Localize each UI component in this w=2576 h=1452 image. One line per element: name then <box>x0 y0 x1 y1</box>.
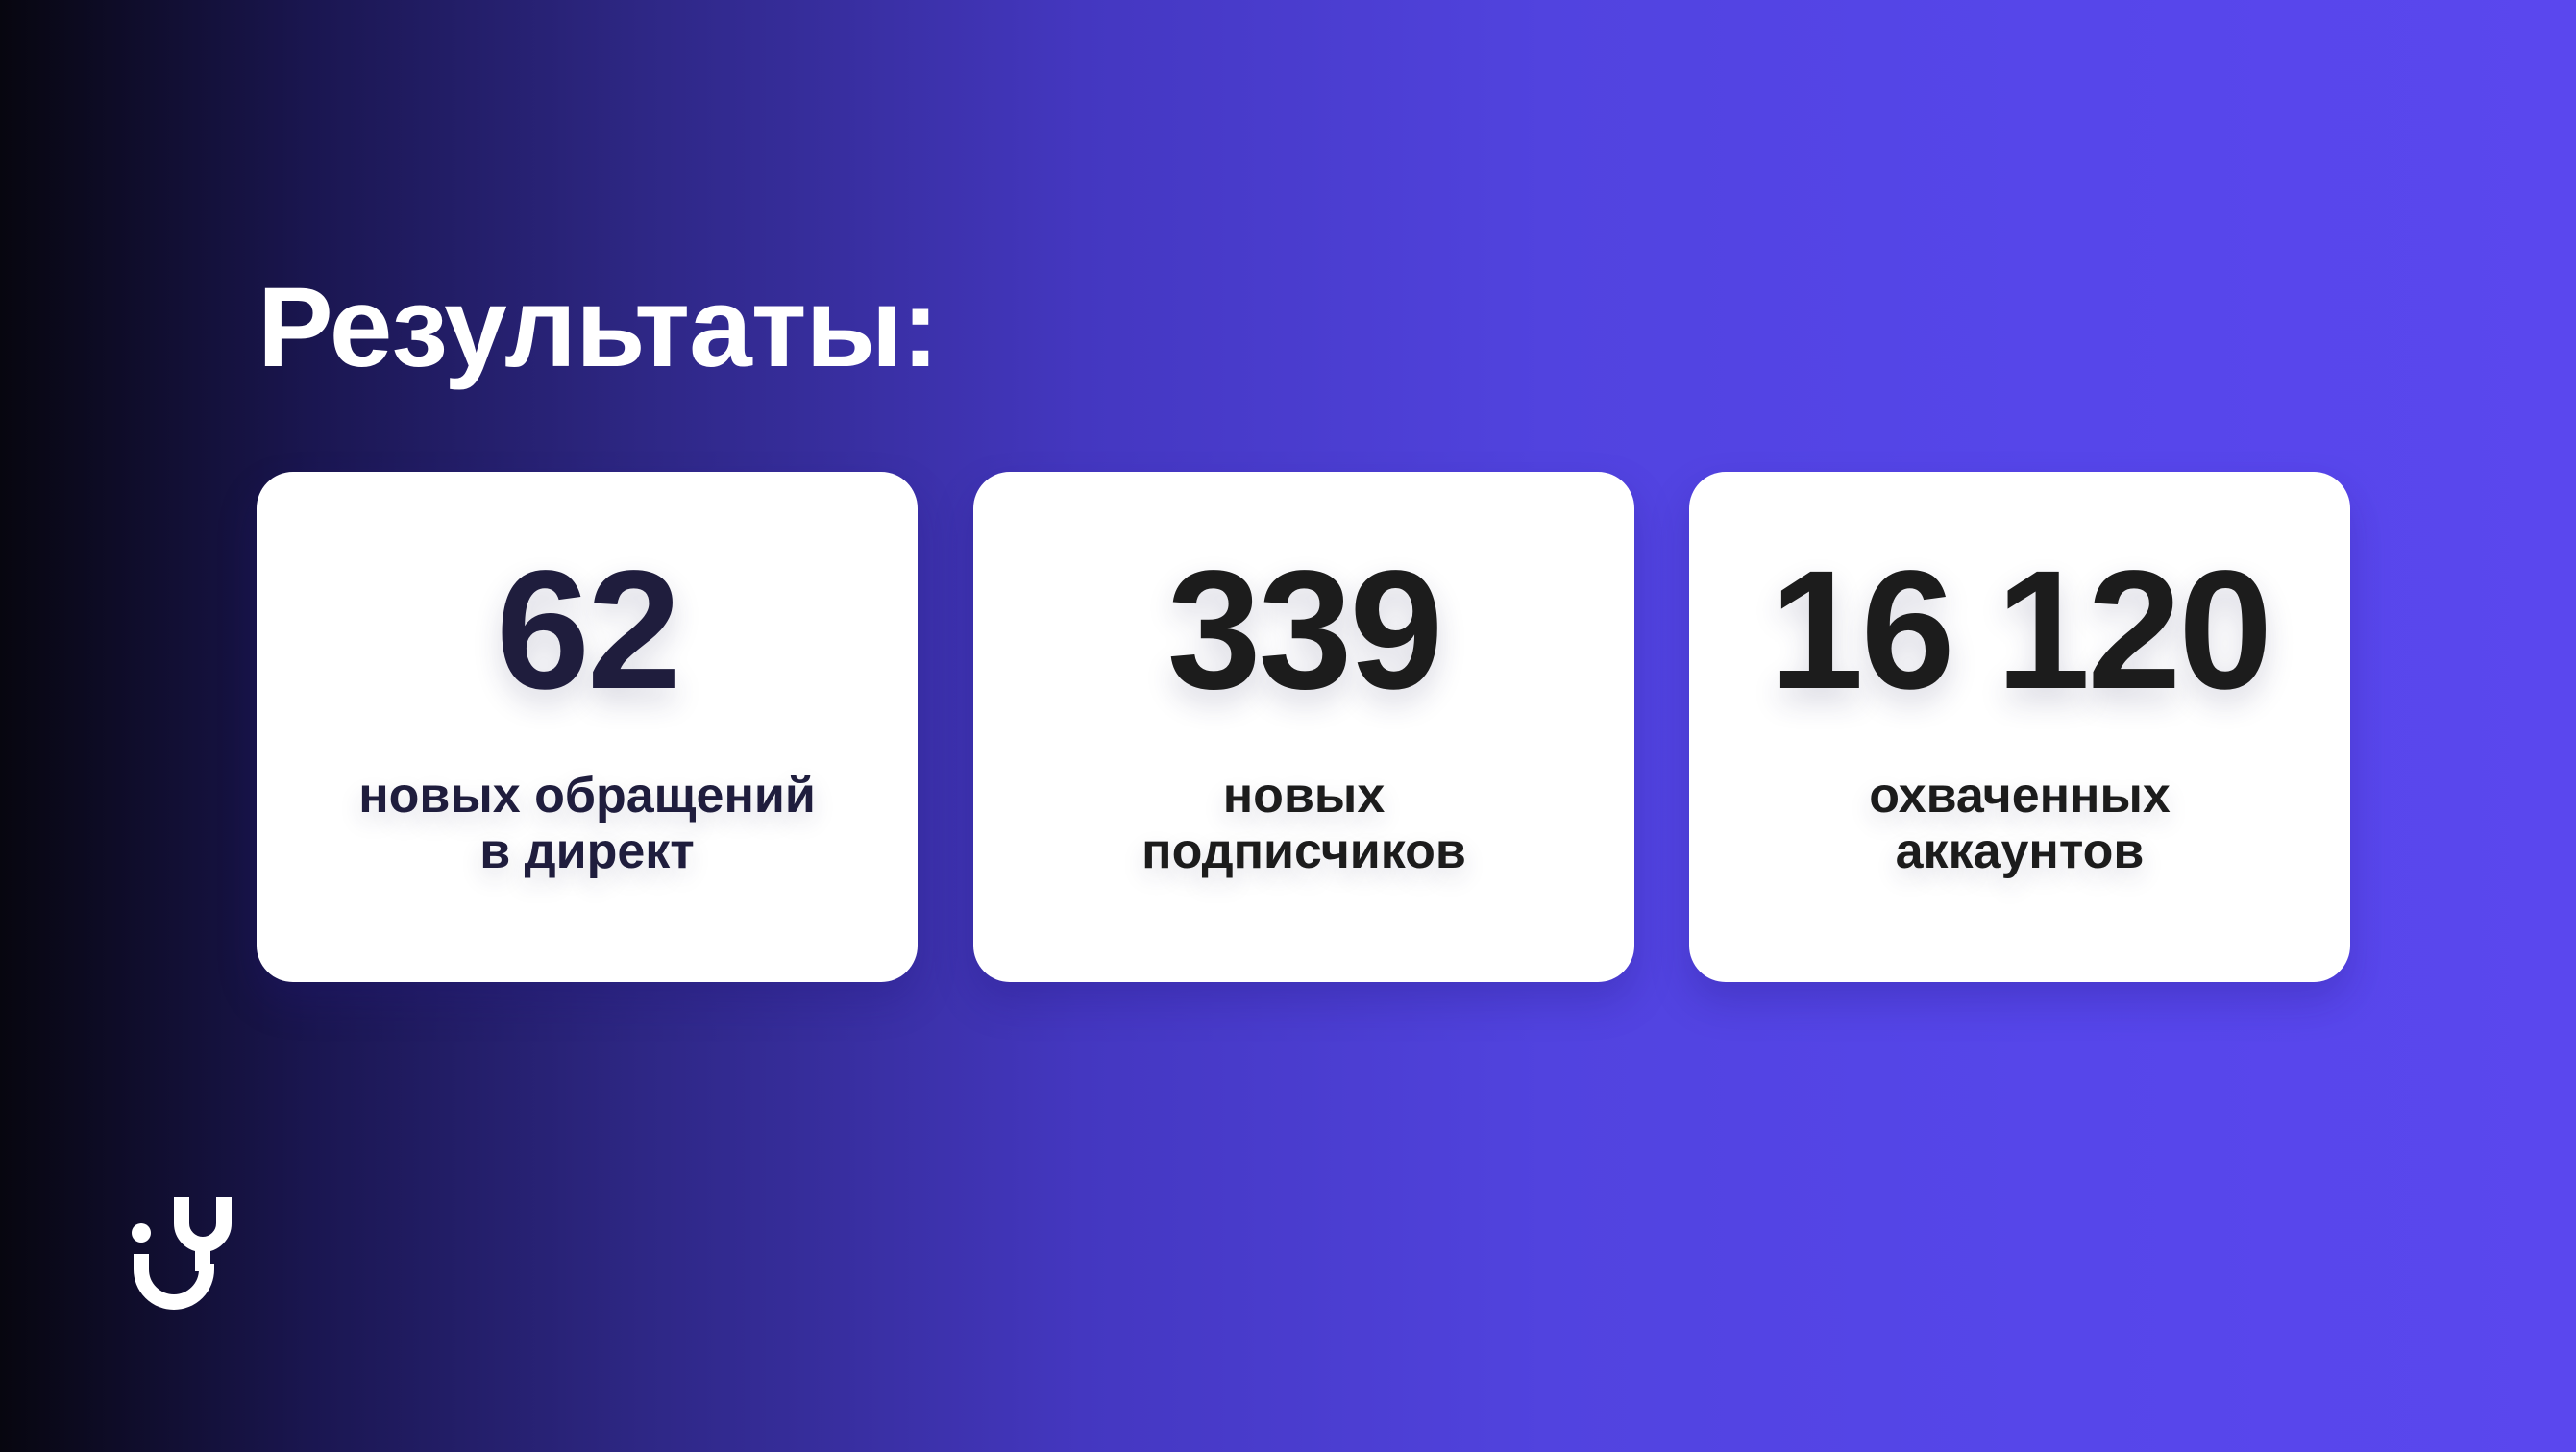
stat-label-line: в директ <box>479 824 695 879</box>
stat-label: новых подписчиков <box>973 768 1634 879</box>
stat-label: охваченных аккаунтов <box>1689 768 2350 879</box>
stat-card-messages: 62 новых обращений в директ <box>257 472 918 982</box>
stat-value: 62 <box>496 536 681 725</box>
stat-label-line: аккаунтов <box>1895 824 2145 879</box>
brand-logo-icon <box>132 1197 232 1310</box>
page-title: Результаты: <box>258 264 940 391</box>
stat-label-line: новых обращений <box>358 768 816 824</box>
stat-label-line: охваченных <box>1869 768 2171 824</box>
stat-label-line: новых <box>1222 768 1386 824</box>
stat-card-reach: 16 120 охваченных аккаунтов <box>1689 472 2350 982</box>
stat-label: новых обращений в директ <box>257 768 918 879</box>
stat-label-line: подписчиков <box>1141 824 1466 879</box>
stat-value: 339 <box>1166 536 1444 725</box>
stat-value: 16 120 <box>1769 536 2272 725</box>
stat-card-subscribers: 339 новых подписчиков <box>973 472 1634 982</box>
